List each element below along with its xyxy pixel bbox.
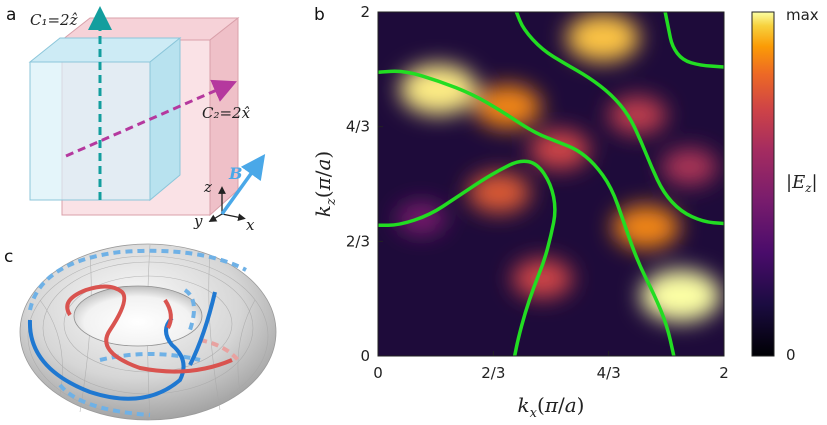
x-axis-label: kx(π/a) xyxy=(518,393,585,421)
colorbar-title: |Ez| xyxy=(786,172,818,195)
y-tick-label: 4/3 xyxy=(346,118,370,136)
heatmap-hotspot xyxy=(512,258,573,299)
heatmap-hotspot xyxy=(612,205,680,249)
x-tick-label: 2/3 xyxy=(481,364,505,382)
y-tick-label: 2/3 xyxy=(346,232,370,250)
band-curve-4 xyxy=(663,12,724,69)
torus xyxy=(19,243,277,421)
plot-frame xyxy=(377,11,725,357)
band-curves xyxy=(378,12,724,356)
panel-c-letter: c xyxy=(4,247,13,267)
panel-a-letter: a xyxy=(6,5,16,25)
cyan-slab xyxy=(28,36,182,202)
c1-label: C₁=2ẑ xyxy=(30,11,78,29)
colorbar-gradient xyxy=(751,11,775,357)
heatmap-hotspot xyxy=(566,13,640,62)
x-tick-label: 4/3 xyxy=(597,364,621,382)
band-curve-1 xyxy=(378,69,676,356)
panel-a: a C₁=2ẑ C₂=2x̂ z y x B xyxy=(6,5,266,234)
colorbar-min-label: 0 xyxy=(786,346,796,364)
heatmap-hotspot xyxy=(529,129,590,170)
heatmap-hotspot xyxy=(661,148,718,186)
c2-arrow xyxy=(65,79,237,158)
axis-y-label: y xyxy=(193,212,203,230)
field-b-label: B xyxy=(228,164,243,183)
axis-ticks: 0 2/3 4/3 2 0 2/3 4/3 2 xyxy=(346,3,729,382)
colorbar: max 0 |Ez| xyxy=(751,6,819,364)
x-tick-label: 2 xyxy=(719,364,729,382)
torus-red-dashed-curve xyxy=(199,338,240,362)
colorbar-max-label: max xyxy=(786,6,819,24)
x-tick-label: 0 xyxy=(373,364,383,382)
torus-blue-curve xyxy=(27,316,186,401)
coordinate-axes: z y x B xyxy=(193,154,266,234)
y-tick-label: 2 xyxy=(360,3,370,21)
panel-b: b 0 2/3 4/3 2 0 2/3 4/3 2 kx(π/a) kz(π/a) max 0… xyxy=(311,3,819,421)
torus-hole xyxy=(73,285,203,347)
field-b-arrow xyxy=(220,154,266,216)
heatmap-hotspot xyxy=(474,84,542,129)
torus-red-curve xyxy=(65,284,233,374)
heatmap-hotspots xyxy=(396,13,721,322)
y-axis-label: kz(π/a) xyxy=(311,151,339,217)
band-curve-3 xyxy=(514,12,724,226)
torus-blue-dashed-curve xyxy=(28,248,247,311)
y-tick-label: 0 xyxy=(360,347,370,365)
heatmap-hotspot xyxy=(467,172,531,214)
axis-z-label: z xyxy=(203,178,212,196)
c2-label: C₂=2x̂ xyxy=(202,104,251,122)
panel-c: c xyxy=(4,243,277,421)
band-curve-2 xyxy=(378,159,557,356)
axis-x-label: x xyxy=(246,216,255,234)
heatmap xyxy=(378,12,724,356)
panel-b-letter: b xyxy=(314,5,325,25)
